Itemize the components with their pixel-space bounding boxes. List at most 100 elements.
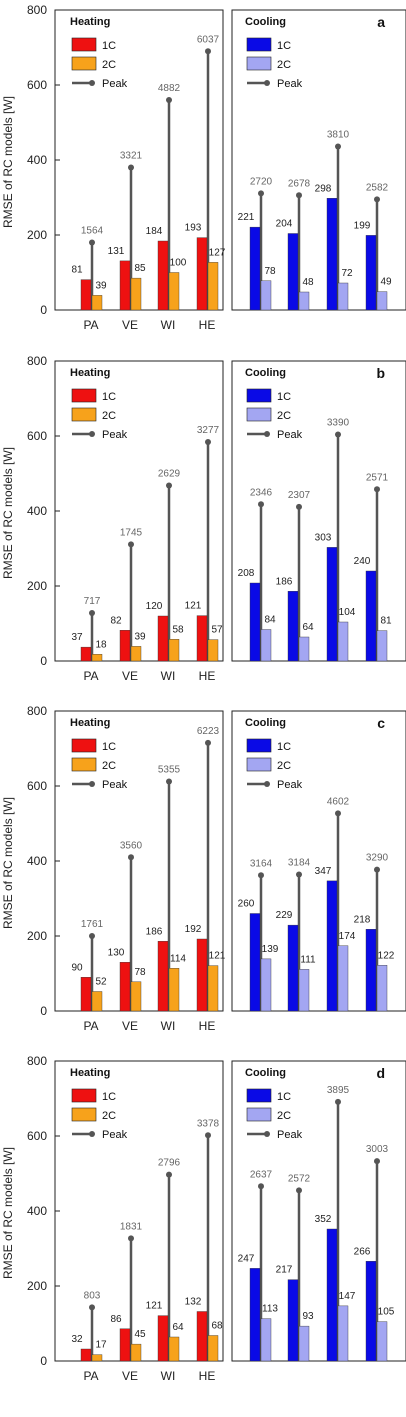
cooling-peak-marker bbox=[374, 1158, 380, 1165]
heating-legend-1c-label: 1C bbox=[102, 741, 116, 753]
panel-d: 0 200 400 600 800 RMSE of RC models [W] d Heati… bbox=[1, 1054, 406, 1383]
cooling-legend-peak-marker bbox=[264, 1131, 270, 1137]
cooling-value-1c: 298 bbox=[315, 183, 332, 194]
heating-value-2c: 17 bbox=[95, 1340, 107, 1351]
heating-peak-label: 2796 bbox=[158, 1158, 181, 1169]
cooling-value-1c: 347 bbox=[315, 866, 332, 877]
cooling-bar-1c bbox=[365, 570, 377, 662]
heating-value-2c: 18 bbox=[95, 639, 107, 650]
heating-value-2c: 52 bbox=[95, 977, 107, 988]
y-tick-label: 600 bbox=[27, 429, 47, 443]
y-tick-label: 0 bbox=[40, 1354, 47, 1368]
y-tick-label: 400 bbox=[27, 153, 47, 167]
heating-bar-1c bbox=[157, 941, 169, 1012]
heating-peak-marker bbox=[205, 48, 211, 55]
heating-peak-marker bbox=[89, 239, 95, 246]
heating-value-1c: 186 bbox=[146, 926, 163, 937]
cooling-legend-peak-label: Peak bbox=[277, 779, 303, 791]
cooling-legend-2c-label: 2C bbox=[277, 760, 291, 772]
cooling-peak-label: 3290 bbox=[366, 853, 389, 864]
heating-bar-2c bbox=[168, 1336, 180, 1362]
heating-bar-2c bbox=[207, 965, 219, 1012]
cooling-peak-label: 3895 bbox=[327, 1085, 350, 1096]
cooling-legend-1c-label: 1C bbox=[277, 1091, 291, 1103]
heating-peak-label: 2629 bbox=[158, 469, 181, 480]
cooling-peak-marker bbox=[296, 871, 302, 878]
heating-bar-2c bbox=[91, 654, 103, 662]
heating-category-label: WI bbox=[161, 318, 176, 332]
heating-value-2c: 100 bbox=[170, 258, 187, 269]
y-tick-label: 200 bbox=[27, 579, 47, 593]
y-axis-label: RMSE of RC models [W] bbox=[1, 797, 15, 929]
y-tick-label: 600 bbox=[27, 1129, 47, 1143]
heating-legend-peak-marker bbox=[89, 80, 95, 86]
cooling-bar-2c bbox=[260, 280, 272, 311]
cooling-value-1c: 217 bbox=[276, 1265, 293, 1276]
cooling-bar-1c bbox=[249, 582, 261, 662]
heating-peak-marker bbox=[166, 1171, 172, 1178]
y-tick-label: 0 bbox=[40, 654, 47, 668]
cooling-value-2c: 122 bbox=[378, 950, 395, 961]
heating-value-2c: 39 bbox=[134, 631, 146, 642]
cooling-axes-box bbox=[231, 9, 406, 311]
cooling-legend-1c-swatch bbox=[246, 388, 272, 403]
cooling-peak-marker bbox=[335, 1098, 341, 1105]
heating-category-label: VE bbox=[122, 1369, 138, 1383]
heating-bar-2c bbox=[168, 968, 180, 1012]
cooling-value-1c: 204 bbox=[276, 219, 293, 230]
heating-legend-1c-swatch bbox=[71, 1088, 97, 1103]
heating-peak-label: 5355 bbox=[158, 765, 181, 776]
y-tick-label: 200 bbox=[27, 228, 47, 242]
heating-bar-1c bbox=[196, 615, 208, 662]
cooling-bar-2c bbox=[298, 636, 310, 662]
heating-bar-1c bbox=[196, 237, 208, 311]
heating-peak-marker bbox=[166, 778, 172, 785]
y-tick-label: 600 bbox=[27, 78, 47, 92]
y-tick-label: 600 bbox=[27, 779, 47, 793]
heating-peak-label: 4882 bbox=[158, 83, 181, 94]
heating-peak-marker bbox=[89, 610, 95, 616]
panel-a: 0 200 400 600 800 RMSE of RC models [W] a Heati… bbox=[1, 3, 406, 332]
heating-value-1c: 130 bbox=[108, 947, 125, 958]
y-tick-label: 800 bbox=[27, 1054, 47, 1068]
heating-legend-2c-label: 2C bbox=[102, 1110, 116, 1122]
heating-value-1c: 193 bbox=[185, 223, 202, 234]
cooling-peak-marker bbox=[335, 431, 341, 438]
heating-legend-1c-swatch bbox=[71, 388, 97, 403]
heating-value-2c: 58 bbox=[172, 624, 184, 635]
heating-peak-marker bbox=[128, 1235, 134, 1242]
heating-legend-peak-label: Peak bbox=[102, 78, 128, 90]
cooling-value-2c: 48 bbox=[302, 277, 314, 288]
heating-peak-label: 1831 bbox=[120, 1221, 143, 1232]
heating-peak-label: 3378 bbox=[197, 1118, 220, 1129]
cooling-peak-label: 2572 bbox=[288, 1173, 311, 1184]
heating-peak-marker bbox=[205, 739, 211, 746]
cooling-value-1c: 199 bbox=[354, 220, 371, 231]
heating-category-label: WI bbox=[161, 1369, 176, 1383]
cooling-peak-label: 2637 bbox=[250, 1169, 273, 1180]
y-tick-label: 400 bbox=[27, 504, 47, 518]
cooling-bar-1c bbox=[287, 1279, 299, 1362]
cooling-value-2c: 105 bbox=[378, 1307, 395, 1318]
cooling-peak-label: 3390 bbox=[327, 418, 350, 429]
heating-bar-2c bbox=[207, 262, 219, 311]
heating-peak-marker bbox=[128, 854, 134, 861]
cooling-peak-marker bbox=[374, 866, 380, 873]
cooling-legend-1c-swatch bbox=[246, 1088, 272, 1103]
cooling-bar-2c bbox=[298, 291, 310, 311]
heating-legend-1c-label: 1C bbox=[102, 1091, 116, 1103]
cooling-peak-label: 4602 bbox=[327, 796, 350, 807]
heating-value-2c: 114 bbox=[170, 953, 186, 964]
cooling-value-2c: 84 bbox=[264, 615, 276, 626]
heating-title: Heating bbox=[70, 16, 110, 28]
heating-peak-marker bbox=[166, 97, 172, 103]
y-tick-label: 800 bbox=[27, 354, 47, 368]
heating-value-1c: 121 bbox=[185, 601, 202, 612]
cooling-peak-label: 3810 bbox=[327, 130, 350, 141]
cooling-legend-2c-swatch bbox=[246, 407, 272, 422]
cooling-peak-marker bbox=[258, 190, 264, 197]
heating-value-2c: 121 bbox=[209, 951, 226, 962]
heating-legend-2c-swatch bbox=[71, 407, 97, 422]
cooling-bar-2c bbox=[298, 1325, 310, 1362]
cooling-bar-2c bbox=[376, 1321, 388, 1362]
